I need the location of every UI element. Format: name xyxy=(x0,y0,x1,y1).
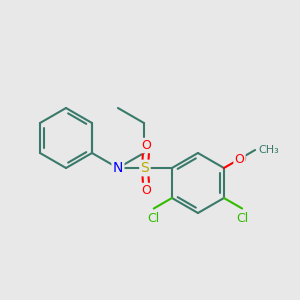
Text: Cl: Cl xyxy=(148,212,160,225)
Text: O: O xyxy=(236,152,246,166)
Text: N: N xyxy=(113,161,123,175)
Text: O: O xyxy=(142,139,152,152)
Text: O: O xyxy=(142,184,152,197)
Text: Cl: Cl xyxy=(236,212,248,225)
Text: O: O xyxy=(142,139,152,152)
Text: S: S xyxy=(141,161,149,175)
Text: S: S xyxy=(141,161,149,175)
Text: O: O xyxy=(235,152,244,166)
Text: O: O xyxy=(142,184,152,197)
Text: O: O xyxy=(235,152,244,166)
Text: CH₃: CH₃ xyxy=(258,145,279,155)
Text: N: N xyxy=(113,161,123,175)
